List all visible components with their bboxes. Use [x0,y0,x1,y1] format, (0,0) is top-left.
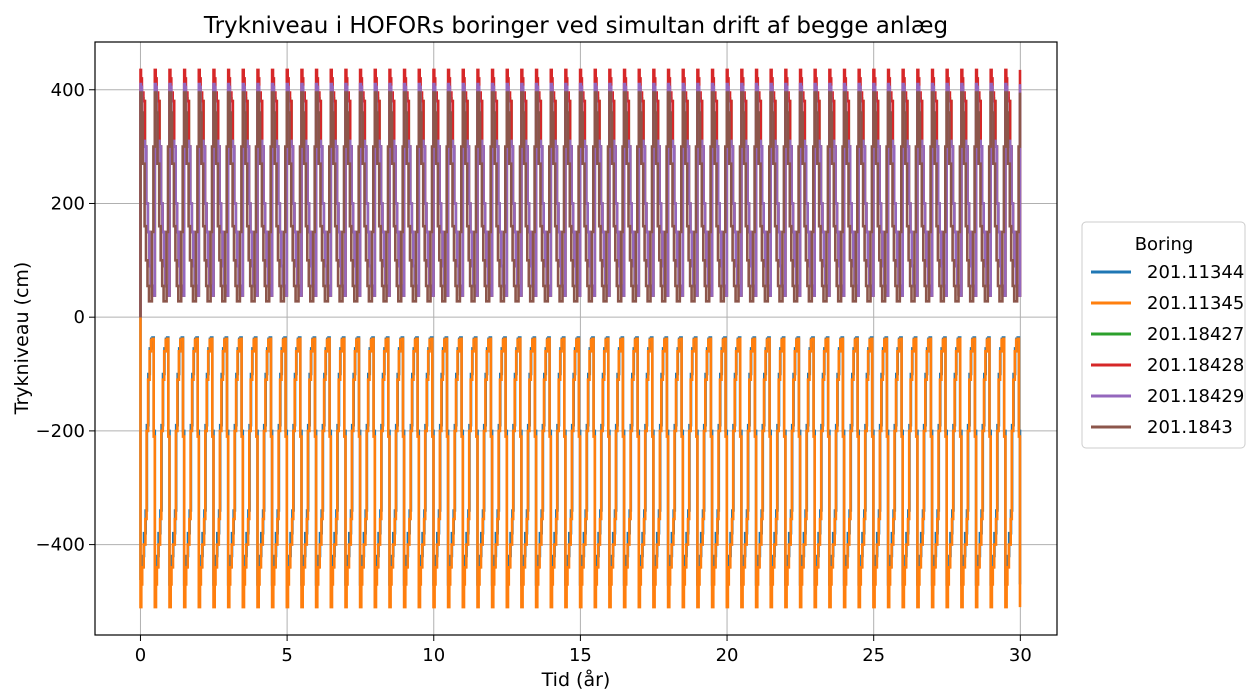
axis-ticks: 0 5 10 15 20 25 30 −400 −200 0 200 400 [36,80,1032,666]
x-axis-label: Tid (år) [541,668,611,691]
x-tick-label: 10 [422,645,445,666]
x-tick-label: 0 [135,645,146,666]
legend-label: 201.1843 [1147,417,1233,438]
plot-frame [94,41,1058,636]
series-line-201-18429 [139,82,1022,318]
legend: Boring 201.11344 201.11345 201.18427 201.18… [1081,221,1246,449]
legend-items: 201.11344 201.11345 201.18427 201.18428 201.… [1091,262,1244,438]
series-group [139,68,1022,609]
chart-title: Trykniveau i HOFORs boringer ved simulta… [203,13,948,39]
series-line-201-11345 [139,317,1022,609]
x-tick-label: 30 [1009,645,1032,666]
x-tick-label: 5 [281,645,292,666]
legend-label: 201.11345 [1147,293,1244,314]
y-tick-label: 400 [51,80,85,101]
y-tick-label: −200 [36,421,85,442]
legend-label: 201.11344 [1147,262,1244,283]
y-tick-label: −400 [36,535,85,556]
x-tick-label: 15 [569,645,592,666]
series-line-201-1843 [139,91,1022,318]
legend-title: Boring [1135,234,1194,255]
legend-label: 201.18428 [1147,355,1244,376]
series-line-201-18428 [139,68,1022,318]
legend-box [1081,221,1246,449]
y-tick-label: 0 [74,307,85,328]
x-tick-label: 20 [716,645,739,666]
legend-label: 201.18427 [1147,324,1244,345]
y-tick-label: 200 [51,193,85,214]
x-tick-label: 25 [862,645,885,666]
legend-label: 201.18429 [1147,386,1244,407]
y-axis-label: Trykniveau (cm) [11,262,33,416]
